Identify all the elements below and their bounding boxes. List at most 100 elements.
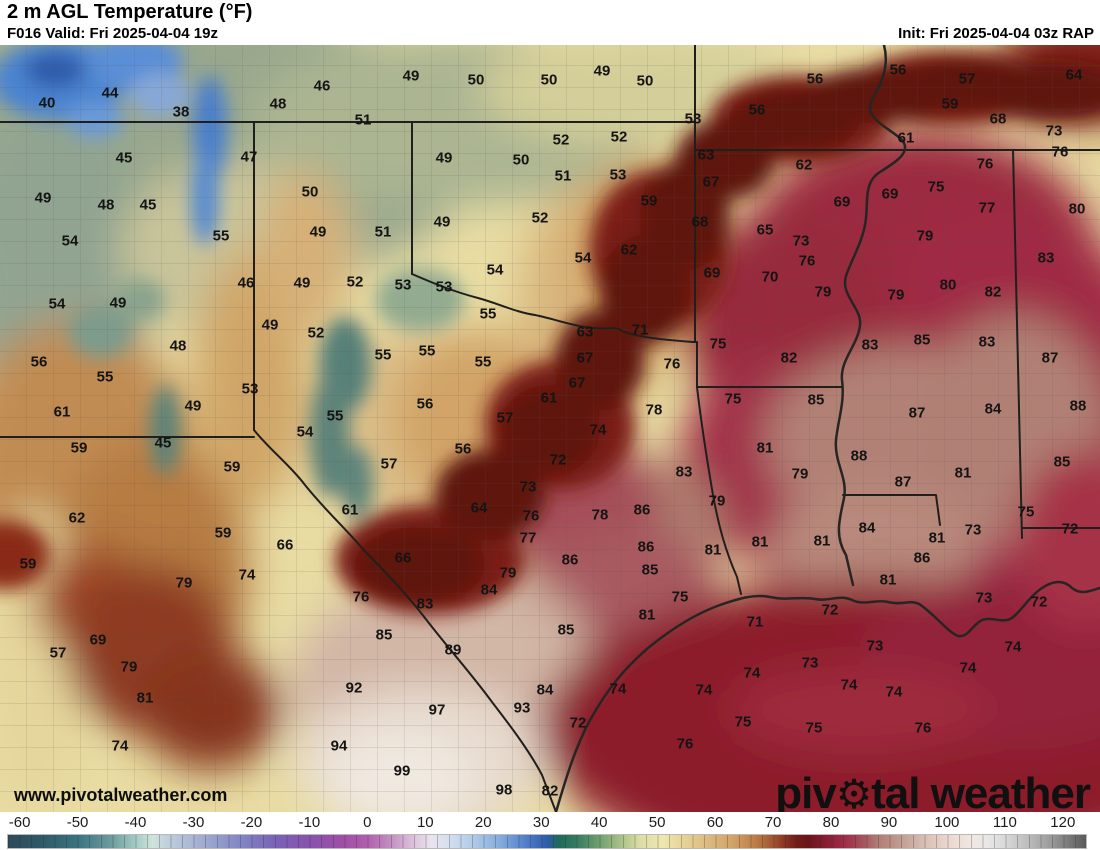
temp-label: 67: [702, 173, 720, 191]
pivotal-weather-logo: piv⚙tal weather: [775, 769, 1091, 813]
colorbar-tick-label: 120: [1050, 814, 1076, 831]
temp-label: 67: [568, 374, 586, 392]
temp-label: 87: [908, 404, 926, 422]
temp-label: 85: [557, 621, 575, 639]
temp-label: 82: [984, 283, 1002, 301]
page-title: 2 m AGL Temperature (°F): [7, 1, 253, 23]
colorbar-tick-label: -10: [298, 814, 321, 831]
temp-label: 66: [276, 536, 294, 554]
temp-label: 57: [380, 455, 398, 473]
watermark: www.pivotalweather.com: [14, 785, 228, 805]
temp-label: 54: [574, 249, 592, 267]
temp-label: 44: [101, 84, 119, 102]
temp-label: 59: [214, 524, 232, 542]
temp-label: 81: [879, 571, 897, 589]
colorbar: -60 -50 -40 -30 -20 -10 0 10 20 30 40 50 60 70 80 90 100…: [0, 812, 1100, 850]
colorbar-ticks: -60 -50 -40 -30 -20 -10 0 10 20 30 40 50 60 70 80 90 100…: [0, 812, 1100, 834]
temp-label: 85: [1053, 453, 1071, 471]
colorbar-tick-label: 110: [992, 814, 1017, 831]
temp-label: 83: [861, 336, 879, 354]
temp-label: 76: [663, 355, 681, 373]
temp-label: 64: [470, 499, 488, 517]
temp-label: 59: [941, 95, 959, 113]
temp-label: 73: [1045, 122, 1063, 140]
temp-label: 76: [522, 507, 540, 525]
temp-label: 55: [474, 353, 492, 371]
temp-label: 51: [554, 167, 572, 185]
temp-label: 81: [751, 533, 769, 551]
init-text: Init: Fri 2025-04-04 03z RAP: [898, 25, 1094, 42]
temp-label: 57: [496, 409, 514, 427]
temp-label: 76: [976, 155, 994, 173]
temp-label: 81: [704, 541, 722, 559]
temp-label: 74: [959, 659, 977, 677]
temp-label: 56: [748, 101, 766, 119]
temp-label: 49: [433, 213, 451, 231]
logo-text-right: tal weather: [871, 769, 1091, 813]
colorbar-tick-label: -20: [240, 814, 263, 831]
temp-label: 75: [805, 719, 823, 737]
temp-label: 97: [428, 701, 446, 719]
temp-label: 59: [223, 458, 241, 476]
temp-label: 86: [913, 549, 931, 567]
temp-label: 93: [513, 699, 531, 717]
temp-label: 53: [684, 110, 702, 128]
colorbar-tick-label: 0: [363, 814, 372, 831]
temp-label: 77: [978, 199, 996, 217]
temp-label: 73: [866, 637, 884, 655]
temp-label: 50: [540, 71, 558, 89]
temp-label: 49: [109, 294, 127, 312]
temp-label: 52: [552, 131, 570, 149]
temp-label: 82: [541, 782, 559, 800]
colorbar-tick-label: 30: [532, 814, 550, 831]
temp-label: 54: [48, 295, 66, 313]
temp-label: 48: [97, 196, 115, 214]
temp-label: 71: [631, 321, 649, 339]
temp-label: 79: [791, 465, 809, 483]
temp-label: 79: [708, 492, 726, 510]
temp-label: 86: [637, 538, 655, 556]
colorbar-tick-label: 10: [416, 814, 434, 831]
temp-label: 76: [914, 719, 932, 737]
temp-label: 55: [374, 346, 392, 364]
temp-label: 63: [697, 146, 715, 164]
temp-label: 53: [241, 380, 259, 398]
temp-label: 70: [761, 268, 779, 286]
temp-label: 74: [609, 680, 627, 698]
logo-text-left: piv: [775, 769, 837, 813]
temp-label: 76: [676, 735, 694, 753]
temp-label: 75: [927, 178, 945, 196]
temp-label: 61: [341, 501, 359, 519]
colorbar-tick-label: 40: [590, 814, 608, 831]
temp-label: 75: [1017, 503, 1035, 521]
temp-label: 79: [887, 286, 905, 304]
temp-label: 61: [53, 403, 71, 421]
temp-label: 86: [633, 501, 651, 519]
temp-label: 53: [609, 166, 627, 184]
temp-label: 75: [709, 335, 727, 353]
temp-label: 49: [184, 397, 202, 415]
temp-label: 84: [984, 400, 1002, 418]
colorbar-strip: [7, 834, 1087, 849]
temp-label: 80: [939, 276, 957, 294]
temp-label: 69: [89, 631, 107, 649]
temp-label: 86: [561, 551, 579, 569]
colorbar-tick-label: 90: [880, 814, 898, 831]
temp-label: 55: [96, 368, 114, 386]
temp-label: 72: [569, 714, 587, 732]
temp-label: 88: [1069, 397, 1087, 415]
temp-label: 48: [269, 95, 287, 113]
temp-label: 50: [512, 151, 530, 169]
temp-label: 87: [1041, 349, 1059, 367]
temp-label: 48: [169, 337, 187, 355]
temp-label: 52: [346, 273, 364, 291]
temp-label: 66: [394, 549, 412, 567]
temp-label: 57: [958, 70, 976, 88]
temp-label: 78: [645, 401, 663, 419]
temp-label: 99: [393, 762, 411, 780]
temp-label: 76: [1051, 143, 1069, 161]
temp-label: 74: [1004, 638, 1022, 656]
temp-label: 56: [806, 70, 824, 88]
temp-label: 54: [61, 232, 79, 250]
